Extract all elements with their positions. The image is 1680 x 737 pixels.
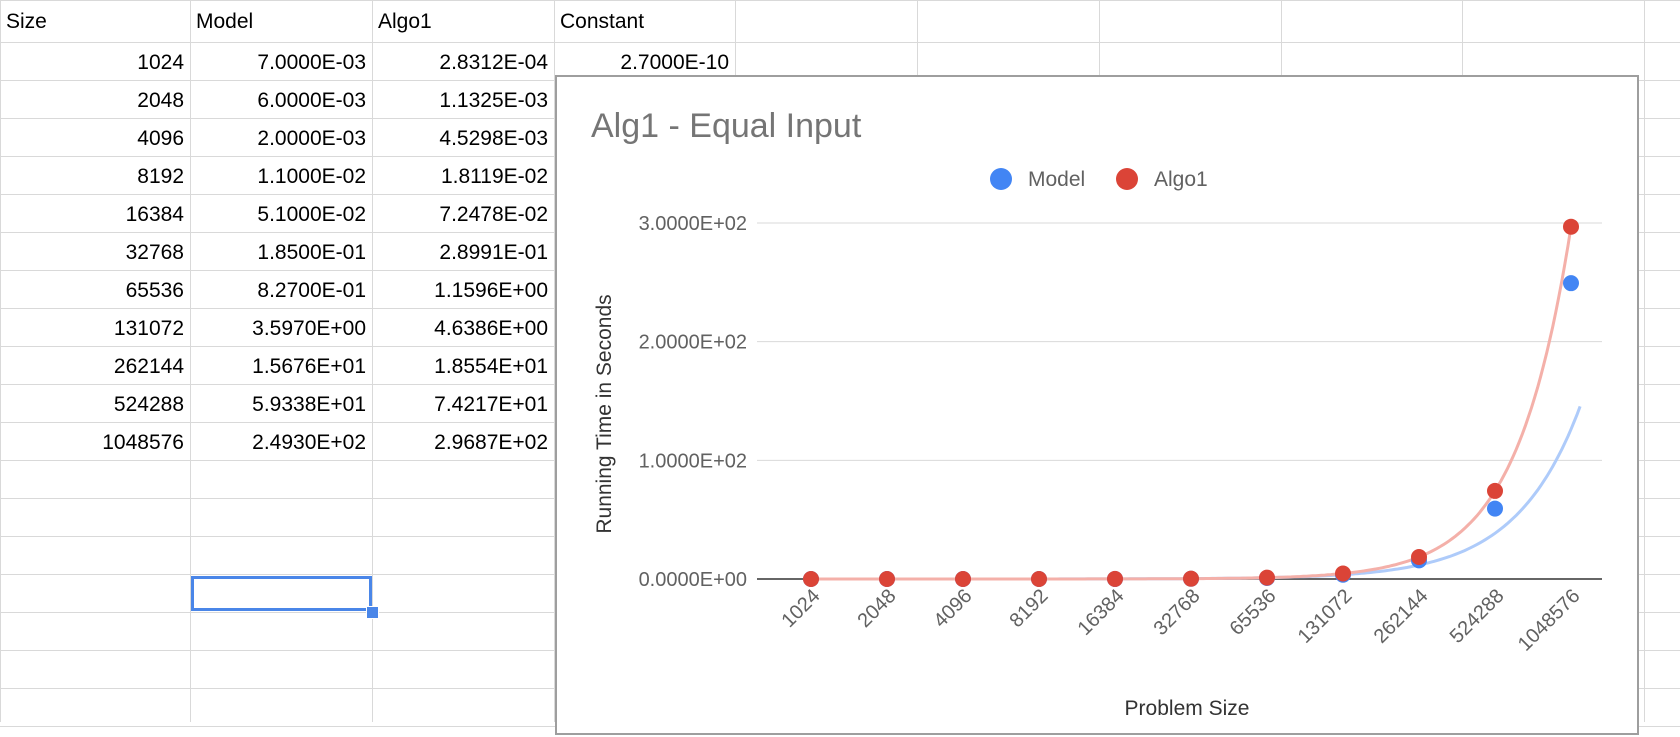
x-axis-title: Problem Size <box>1125 697 1250 720</box>
cell-model[interactable]: 1.8500E-01 <box>257 241 366 264</box>
cell-size[interactable]: 524288 <box>113 393 184 416</box>
cell-algo1[interactable]: 7.2478E-02 <box>439 203 548 226</box>
legend-label-algo1: Algo1 <box>1154 168 1208 191</box>
cell-size[interactable]: 262144 <box>113 355 184 378</box>
x-tick-label: 65536 <box>1226 585 1281 640</box>
cell-size[interactable]: 32768 <box>125 241 184 264</box>
cell-algo1[interactable]: 1.1596E+00 <box>434 279 548 302</box>
cell-model[interactable]: 1.1000E-02 <box>257 165 366 188</box>
cell-size[interactable]: 131072 <box>113 317 184 340</box>
legend-label-model: Model <box>1028 168 1085 191</box>
cell-constant[interactable]: 2.7000E-10 <box>620 51 729 74</box>
cell-algo1[interactable]: 2.9687E+02 <box>434 431 548 454</box>
cell-model[interactable]: 5.1000E-02 <box>257 203 366 226</box>
cell-size[interactable]: 8192 <box>137 165 184 188</box>
data-point-algo1 <box>1487 482 1503 499</box>
y-tick-label: 1.0000E+02 <box>639 450 747 472</box>
data-point-algo1 <box>803 570 819 587</box>
cell-algo1[interactable]: 1.8119E-02 <box>440 165 548 188</box>
chart-title: Alg1 - Equal Input <box>591 107 862 145</box>
legend-marker-algo1 <box>1116 168 1138 190</box>
y-axis-title: Running Time in Seconds <box>593 294 616 533</box>
cell-algo1[interactable]: 7.4217E+01 <box>434 393 548 416</box>
cell-model[interactable]: 2.0000E-03 <box>257 127 366 150</box>
trendline-algo1 <box>811 226 1573 581</box>
cell-algo1[interactable]: 1.8554E+01 <box>434 355 548 378</box>
data-point-model <box>1563 275 1579 292</box>
legend-marker-model <box>990 168 1012 190</box>
cell-algo1[interactable]: 2.8312E-04 <box>439 51 548 74</box>
data-point-algo1 <box>1107 570 1123 587</box>
column-gridline <box>1644 0 1645 722</box>
data-point-algo1 <box>955 570 971 587</box>
column-gridline <box>372 0 373 722</box>
cell-size[interactable]: 1024 <box>137 51 184 74</box>
cell-size[interactable]: 4096 <box>137 127 184 150</box>
x-tick-label: 16384 <box>1074 585 1129 640</box>
cell-model[interactable]: 2.4930E+02 <box>252 431 366 454</box>
cell-size[interactable]: 65536 <box>125 279 184 302</box>
cell-size[interactable]: 2048 <box>137 89 184 112</box>
cell-algo1[interactable]: 1.1325E-03 <box>439 89 548 112</box>
cell-model[interactable]: 3.5970E+00 <box>252 317 366 340</box>
x-tick-label: 1024 <box>778 585 825 632</box>
y-tick-label: 3.0000E+02 <box>639 213 747 235</box>
trendline-model <box>811 405 1582 581</box>
data-point-algo1 <box>1031 570 1047 587</box>
x-tick-label: 524288 <box>1446 585 1509 648</box>
cell-model[interactable]: 7.0000E-03 <box>257 51 366 74</box>
cell-model[interactable]: 6.0000E-03 <box>257 89 366 112</box>
cell-model[interactable]: 5.9338E+01 <box>252 393 366 416</box>
data-point-algo1 <box>1563 218 1579 235</box>
x-tick-label: 8192 <box>1006 585 1053 632</box>
column-gridline <box>190 0 191 722</box>
x-tick-label: 2048 <box>854 585 901 632</box>
row-gridline <box>0 42 1680 43</box>
column-gridline <box>554 0 555 722</box>
chart-panel[interactable]: Alg1 - Equal Input 0.0000E+00 1.0000E+02 2… <box>555 75 1639 735</box>
header-cell-constant[interactable]: Constant <box>560 10 645 33</box>
data-point-model <box>1487 500 1503 517</box>
fill-handle[interactable] <box>366 606 379 619</box>
x-tick-label: 4096 <box>930 585 977 632</box>
y-tick-label: 0.0000E+00 <box>639 569 747 591</box>
x-tick-label: 32768 <box>1150 585 1205 640</box>
cell-model[interactable]: 8.2700E-01 <box>257 279 366 302</box>
header-cell-model[interactable]: Model <box>196 10 254 33</box>
data-point-algo1 <box>879 570 895 587</box>
header-cell-algo1[interactable]: Algo1 <box>378 10 432 33</box>
x-tick-label: 262144 <box>1370 585 1433 648</box>
cell-algo1[interactable]: 4.6386E+00 <box>434 317 548 340</box>
x-tick-label: 1048576 <box>1514 585 1585 656</box>
y-tick-label: 2.0000E+02 <box>639 332 747 354</box>
header-cell-size[interactable]: Size <box>6 10 47 33</box>
cell-size[interactable]: 16384 <box>125 203 184 226</box>
cell-algo1[interactable]: 4.5298E-03 <box>439 127 548 150</box>
data-point-algo1 <box>1259 569 1275 586</box>
data-point-algo1 <box>1335 565 1351 582</box>
column-gridline <box>0 0 1 722</box>
data-point-algo1 <box>1183 570 1199 587</box>
cell-model[interactable]: 1.5676E+01 <box>252 355 366 378</box>
chart-plot: 0.0000E+00 1.0000E+02 2.0000E+02 3.0000E+02… <box>593 168 1602 720</box>
data-point-algo1 <box>1411 548 1427 565</box>
cell-size[interactable]: 1048576 <box>102 431 184 454</box>
row-gridline <box>0 0 1680 1</box>
x-tick-label: 131072 <box>1294 585 1357 648</box>
cell-algo1[interactable]: 2.8991E-01 <box>439 241 548 264</box>
selected-cell[interactable] <box>191 576 372 611</box>
